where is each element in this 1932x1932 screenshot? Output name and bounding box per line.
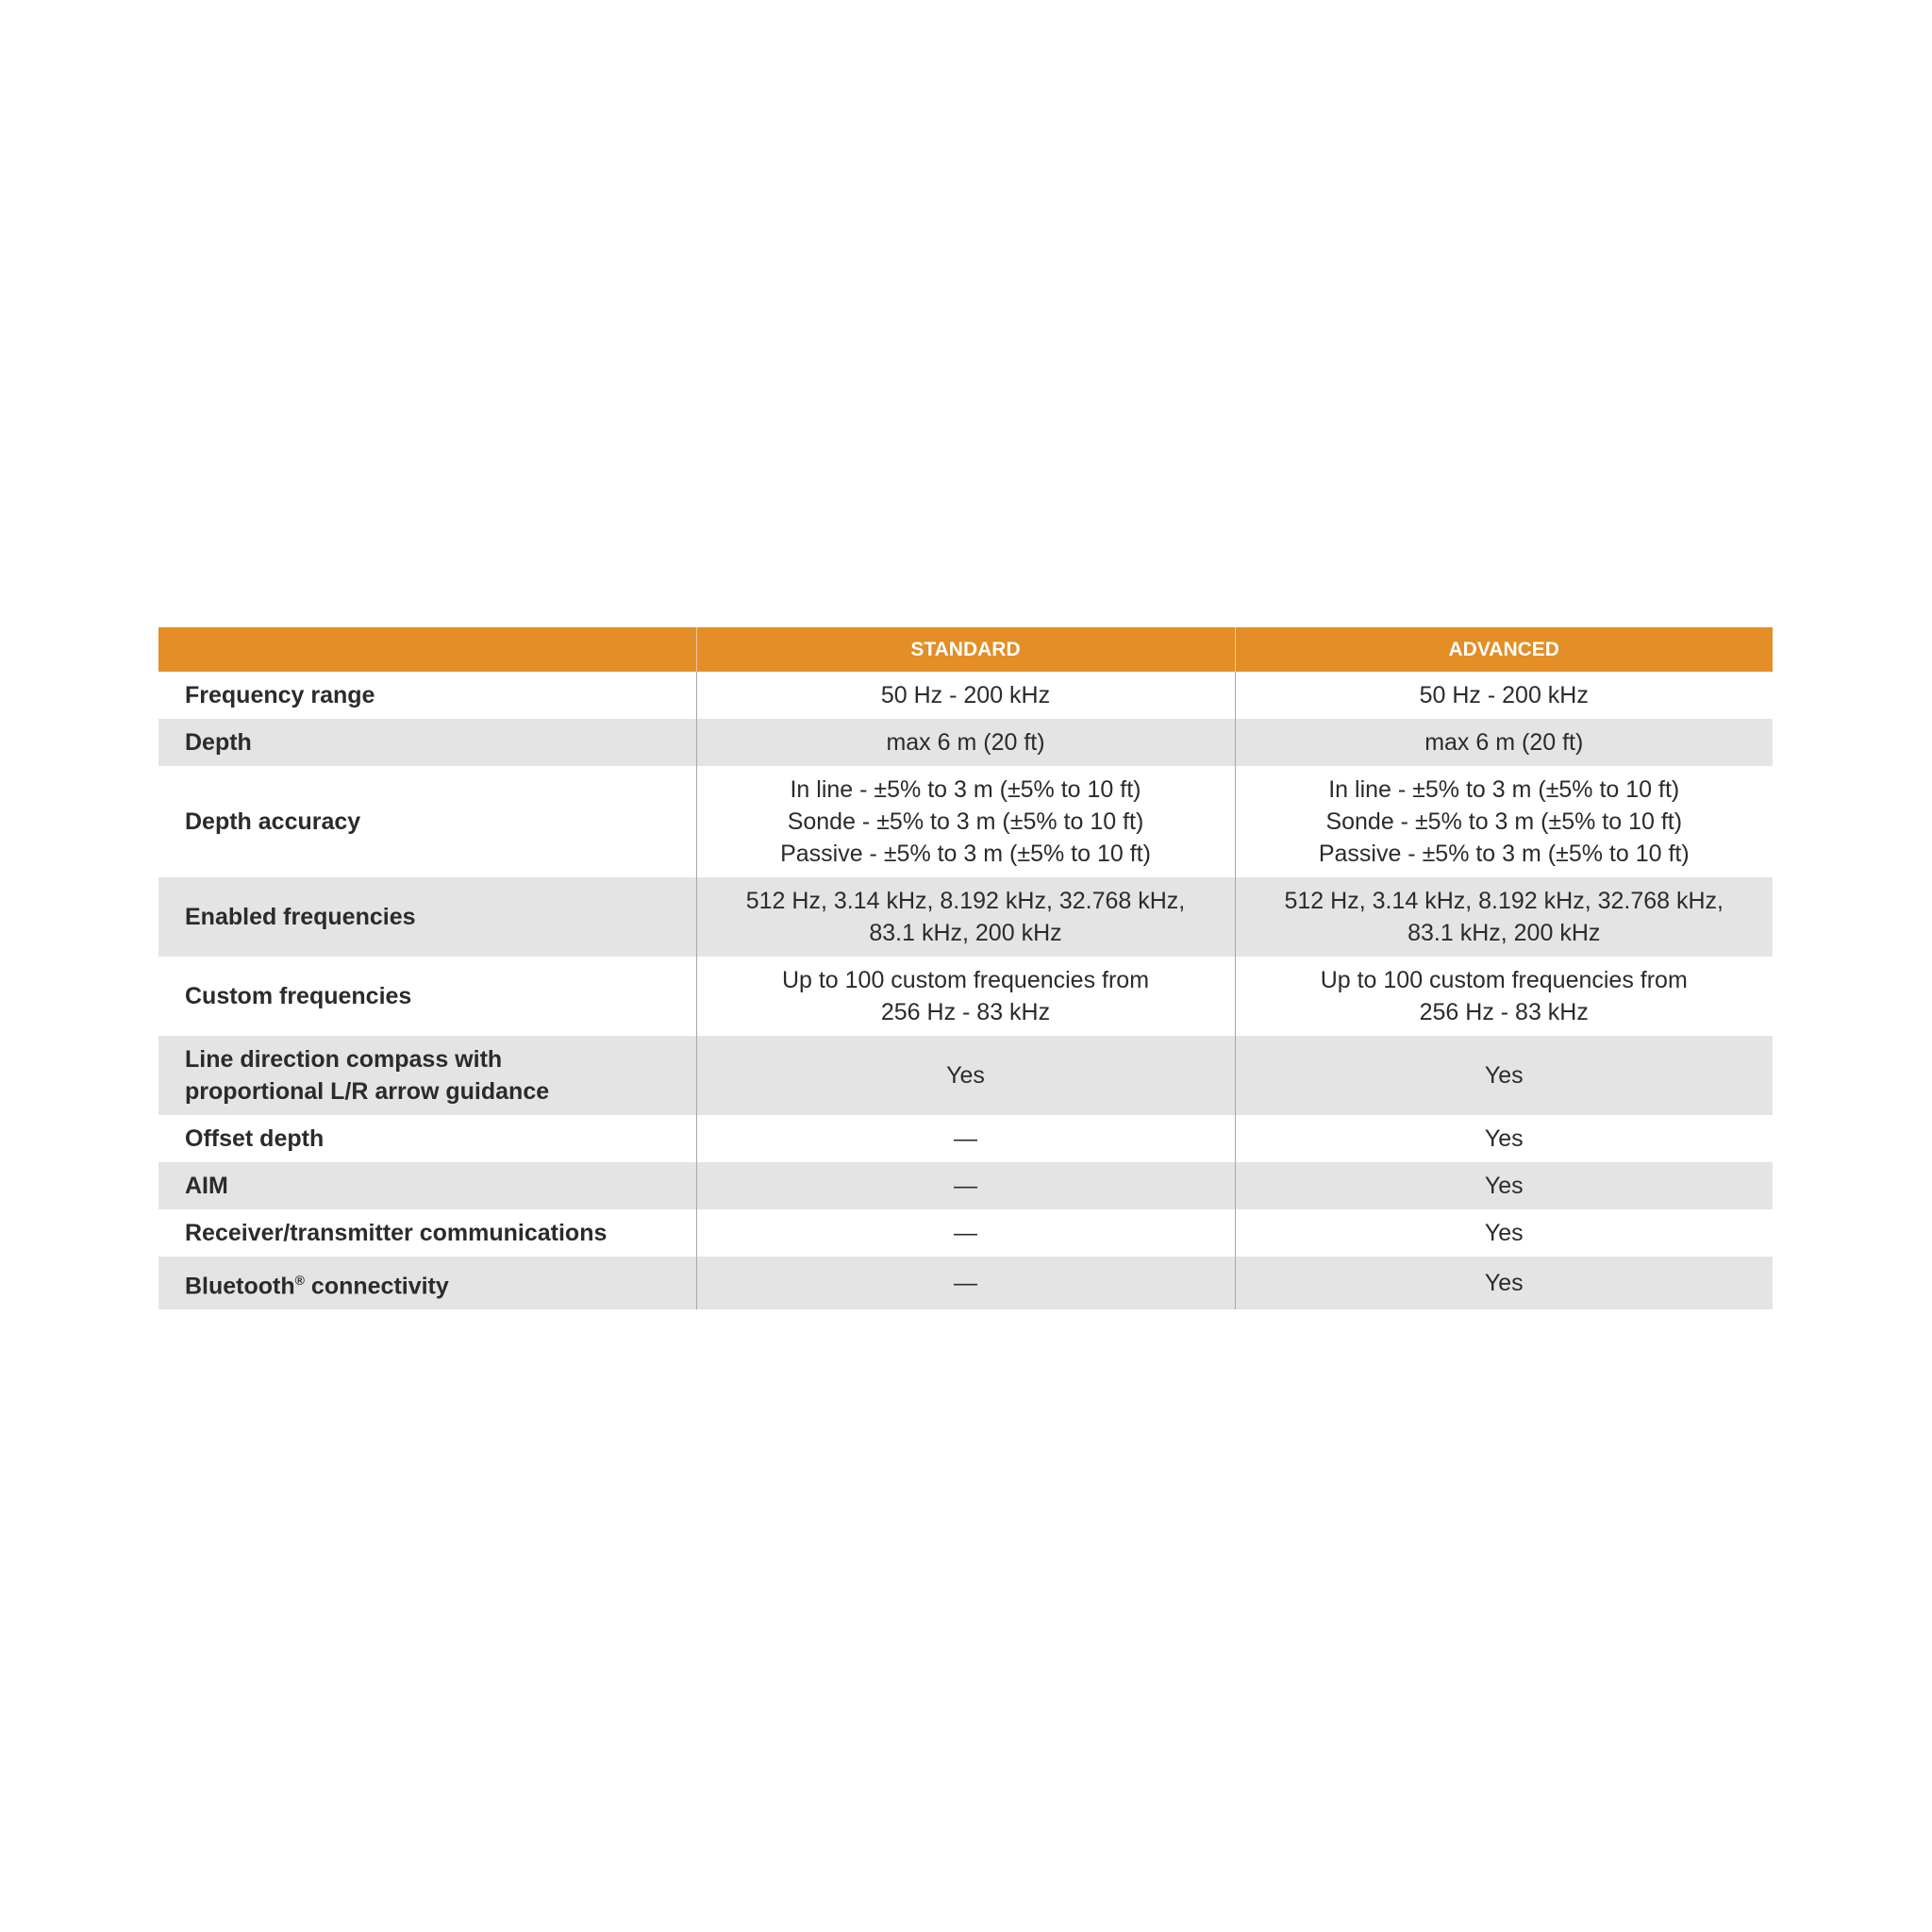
value-line: Up to 100 custom frequencies from — [1320, 967, 1688, 993]
standard-value: 50 Hz - 200 kHz — [695, 672, 1235, 719]
header-advanced: ADVANCED — [1234, 627, 1773, 672]
header-feature — [158, 627, 696, 672]
value-line: 512 Hz, 3.14 kHz, 8.192 kHz, 32.768 kHz, — [745, 888, 1186, 914]
value-line: 83.1 kHz, 200 kHz — [869, 920, 1062, 946]
header-standard: STANDARD — [695, 627, 1235, 672]
value-line: — — [954, 1125, 977, 1152]
value-line: 256 Hz - 83 kHz — [880, 999, 1051, 1025]
comparison-table: STANDARD ADVANCED Frequency range 50 Hz -… — [158, 627, 1773, 1310]
advanced-value: Yes — [1234, 1162, 1773, 1209]
advanced-value: In line - ±5% to 3 m (±5% to 10 ft) Sonde… — [1234, 766, 1773, 877]
table-row: Enabled frequencies 512 Hz, 3.14 kHz, 8.1… — [158, 877, 1773, 957]
row-label: Line direction compass with proportional … — [158, 1036, 696, 1115]
value-line: Sonde - ±5% to 3 m (±5% to 10 ft) — [787, 808, 1144, 835]
value-line: — — [954, 1173, 977, 1199]
value-line: Up to 100 custom frequencies from — [781, 967, 1150, 993]
label-text: Bluetooth — [185, 1273, 295, 1300]
standard-value: — — [695, 1209, 1235, 1257]
advanced-value: 50 Hz - 200 kHz — [1234, 672, 1773, 719]
value-line: Yes — [1484, 1062, 1524, 1089]
value-line: 50 Hz - 200 kHz — [1419, 682, 1589, 708]
value-line: Passive - ±5% to 3 m (±5% to 10 ft) — [1318, 841, 1690, 867]
table-row: AIM — Yes — [158, 1162, 1773, 1209]
table-row: Receiver/transmitter communications — Yes — [158, 1209, 1773, 1257]
advanced-value: Yes — [1234, 1257, 1773, 1310]
advanced-value: Yes — [1234, 1115, 1773, 1162]
standard-value: 512 Hz, 3.14 kHz, 8.192 kHz, 32.768 kHz,… — [695, 877, 1235, 957]
standard-value: — — [695, 1162, 1235, 1209]
standard-value: In line - ±5% to 3 m (±5% to 10 ft) Sonde… — [695, 766, 1235, 877]
table-row: Depth max 6 m (20 ft) max 6 m (20 ft) — [158, 719, 1773, 766]
value-line: Yes — [1484, 1220, 1524, 1246]
value-line: In line - ±5% to 3 m (±5% to 10 ft) — [1328, 776, 1680, 803]
value-line: Yes — [1484, 1270, 1524, 1297]
value-line: Yes — [1484, 1173, 1524, 1199]
advanced-value: 512 Hz, 3.14 kHz, 8.192 kHz, 32.768 kHz,… — [1234, 877, 1773, 957]
label-line: Line direction compass with — [185, 1046, 503, 1073]
header-row: STANDARD ADVANCED — [158, 627, 1773, 672]
row-label: Custom frequencies — [185, 983, 412, 1009]
row-label: Depth accuracy — [185, 808, 361, 835]
table-row: Custom frequencies Up to 100 custom frequ… — [158, 957, 1773, 1036]
standard-value: — — [695, 1115, 1235, 1162]
value-line: max 6 m (20 ft) — [886, 729, 1045, 756]
value-line: In line - ±5% to 3 m (±5% to 10 ft) — [790, 776, 1141, 803]
table-row: Line direction compass with proportional … — [158, 1036, 1773, 1115]
table-row: Frequency range 50 Hz - 200 kHz 50 Hz - 20… — [158, 672, 1773, 719]
standard-value: max 6 m (20 ft) — [695, 719, 1235, 766]
value-line: Yes — [1484, 1125, 1524, 1152]
value-line: Sonde - ±5% to 3 m (±5% to 10 ft) — [1325, 808, 1683, 835]
row-label: Frequency range — [185, 682, 375, 708]
advanced-value: Yes — [1234, 1036, 1773, 1115]
row-label: Enabled frequencies — [158, 877, 696, 957]
standard-value: — — [695, 1257, 1235, 1310]
row-label: Receiver/transmitter communications — [185, 1220, 608, 1246]
table-row: Depth accuracy In line - ±5% to 3 m (±5% … — [158, 766, 1773, 877]
standard-value: Up to 100 custom frequencies from 256 Hz … — [695, 957, 1235, 1036]
row-label: Depth — [158, 719, 696, 766]
standard-value: Yes — [695, 1036, 1235, 1115]
advanced-value: max 6 m (20 ft) — [1234, 719, 1773, 766]
table-row: Bluetooth® connectivity — Yes — [158, 1257, 1773, 1310]
label-line: proportional L/R arrow guidance — [185, 1078, 550, 1105]
advanced-value: Up to 100 custom frequencies from 256 Hz … — [1234, 957, 1773, 1036]
value-line: Passive - ±5% to 3 m (±5% to 10 ft) — [780, 841, 1151, 867]
label-text: connectivity — [304, 1273, 449, 1300]
value-line: 512 Hz, 3.14 kHz, 8.192 kHz, 32.768 kHz, — [1284, 888, 1724, 914]
value-line: 256 Hz - 83 kHz — [1419, 999, 1589, 1025]
value-line: 50 Hz - 200 kHz — [880, 682, 1051, 708]
value-line: — — [954, 1220, 977, 1246]
value-line: — — [954, 1270, 977, 1297]
row-label: AIM — [158, 1162, 696, 1209]
value-line: max 6 m (20 ft) — [1424, 729, 1584, 756]
registered-mark: ® — [294, 1273, 305, 1288]
value-line: Yes — [946, 1062, 985, 1089]
row-label: Bluetooth® connectivity — [158, 1257, 696, 1310]
advanced-value: Yes — [1234, 1209, 1773, 1257]
table-row: Offset depth — Yes — [158, 1115, 1773, 1162]
row-label: Offset depth — [185, 1125, 325, 1152]
value-line: 83.1 kHz, 200 kHz — [1407, 920, 1601, 946]
